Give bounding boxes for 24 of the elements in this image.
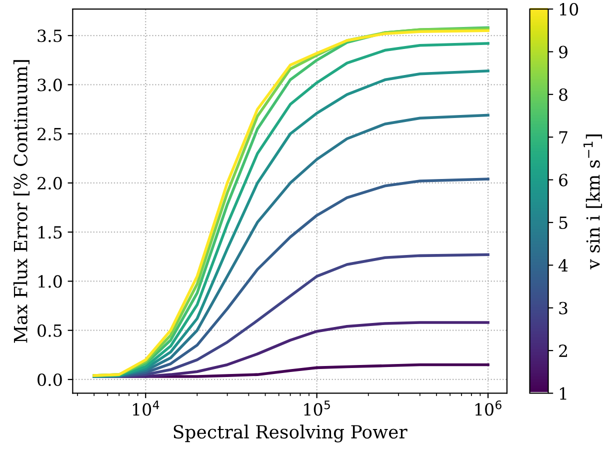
y-tick-label: 0.5 xyxy=(38,324,62,337)
color-bar-label: 6 xyxy=(559,174,568,186)
y-tick-label: 1.5 xyxy=(38,226,62,239)
y-tick-label: 0.0 xyxy=(38,373,62,386)
y-tick-label: 2.0 xyxy=(38,176,62,190)
color-bar-label: 2 xyxy=(559,344,567,357)
x-axis-title: Spectral Resolving Power xyxy=(174,424,408,442)
x-tick-label: 10$^{5}$ xyxy=(304,400,330,416)
color-bar-label: 5 xyxy=(559,216,568,230)
color-bar-label: 3 xyxy=(559,302,568,314)
color-bar-label: 7 xyxy=(559,131,568,144)
y-axis-title: Max Flux Error [% Continuum] xyxy=(13,60,30,343)
color-bar-label: 4 xyxy=(558,259,568,272)
color-bar-label: 9 xyxy=(559,46,568,58)
y-tick-label: 1.0 xyxy=(38,275,62,288)
color-bar-label: 8 xyxy=(559,88,568,101)
y-tick-label: 3.5 xyxy=(38,30,62,42)
x-tick-label: 10$^{6}$ xyxy=(475,400,502,416)
y-tick-label: 3.0 xyxy=(38,78,62,92)
y-tick-label: 2.5 xyxy=(38,128,62,140)
color-bar-label: 10 xyxy=(560,3,578,16)
color-bar-title: v sin i [km s$^{−1}$] xyxy=(584,134,602,270)
color-bar-label: 1 xyxy=(560,387,566,400)
x-tick-label: 10$^{4}$ xyxy=(132,400,160,416)
